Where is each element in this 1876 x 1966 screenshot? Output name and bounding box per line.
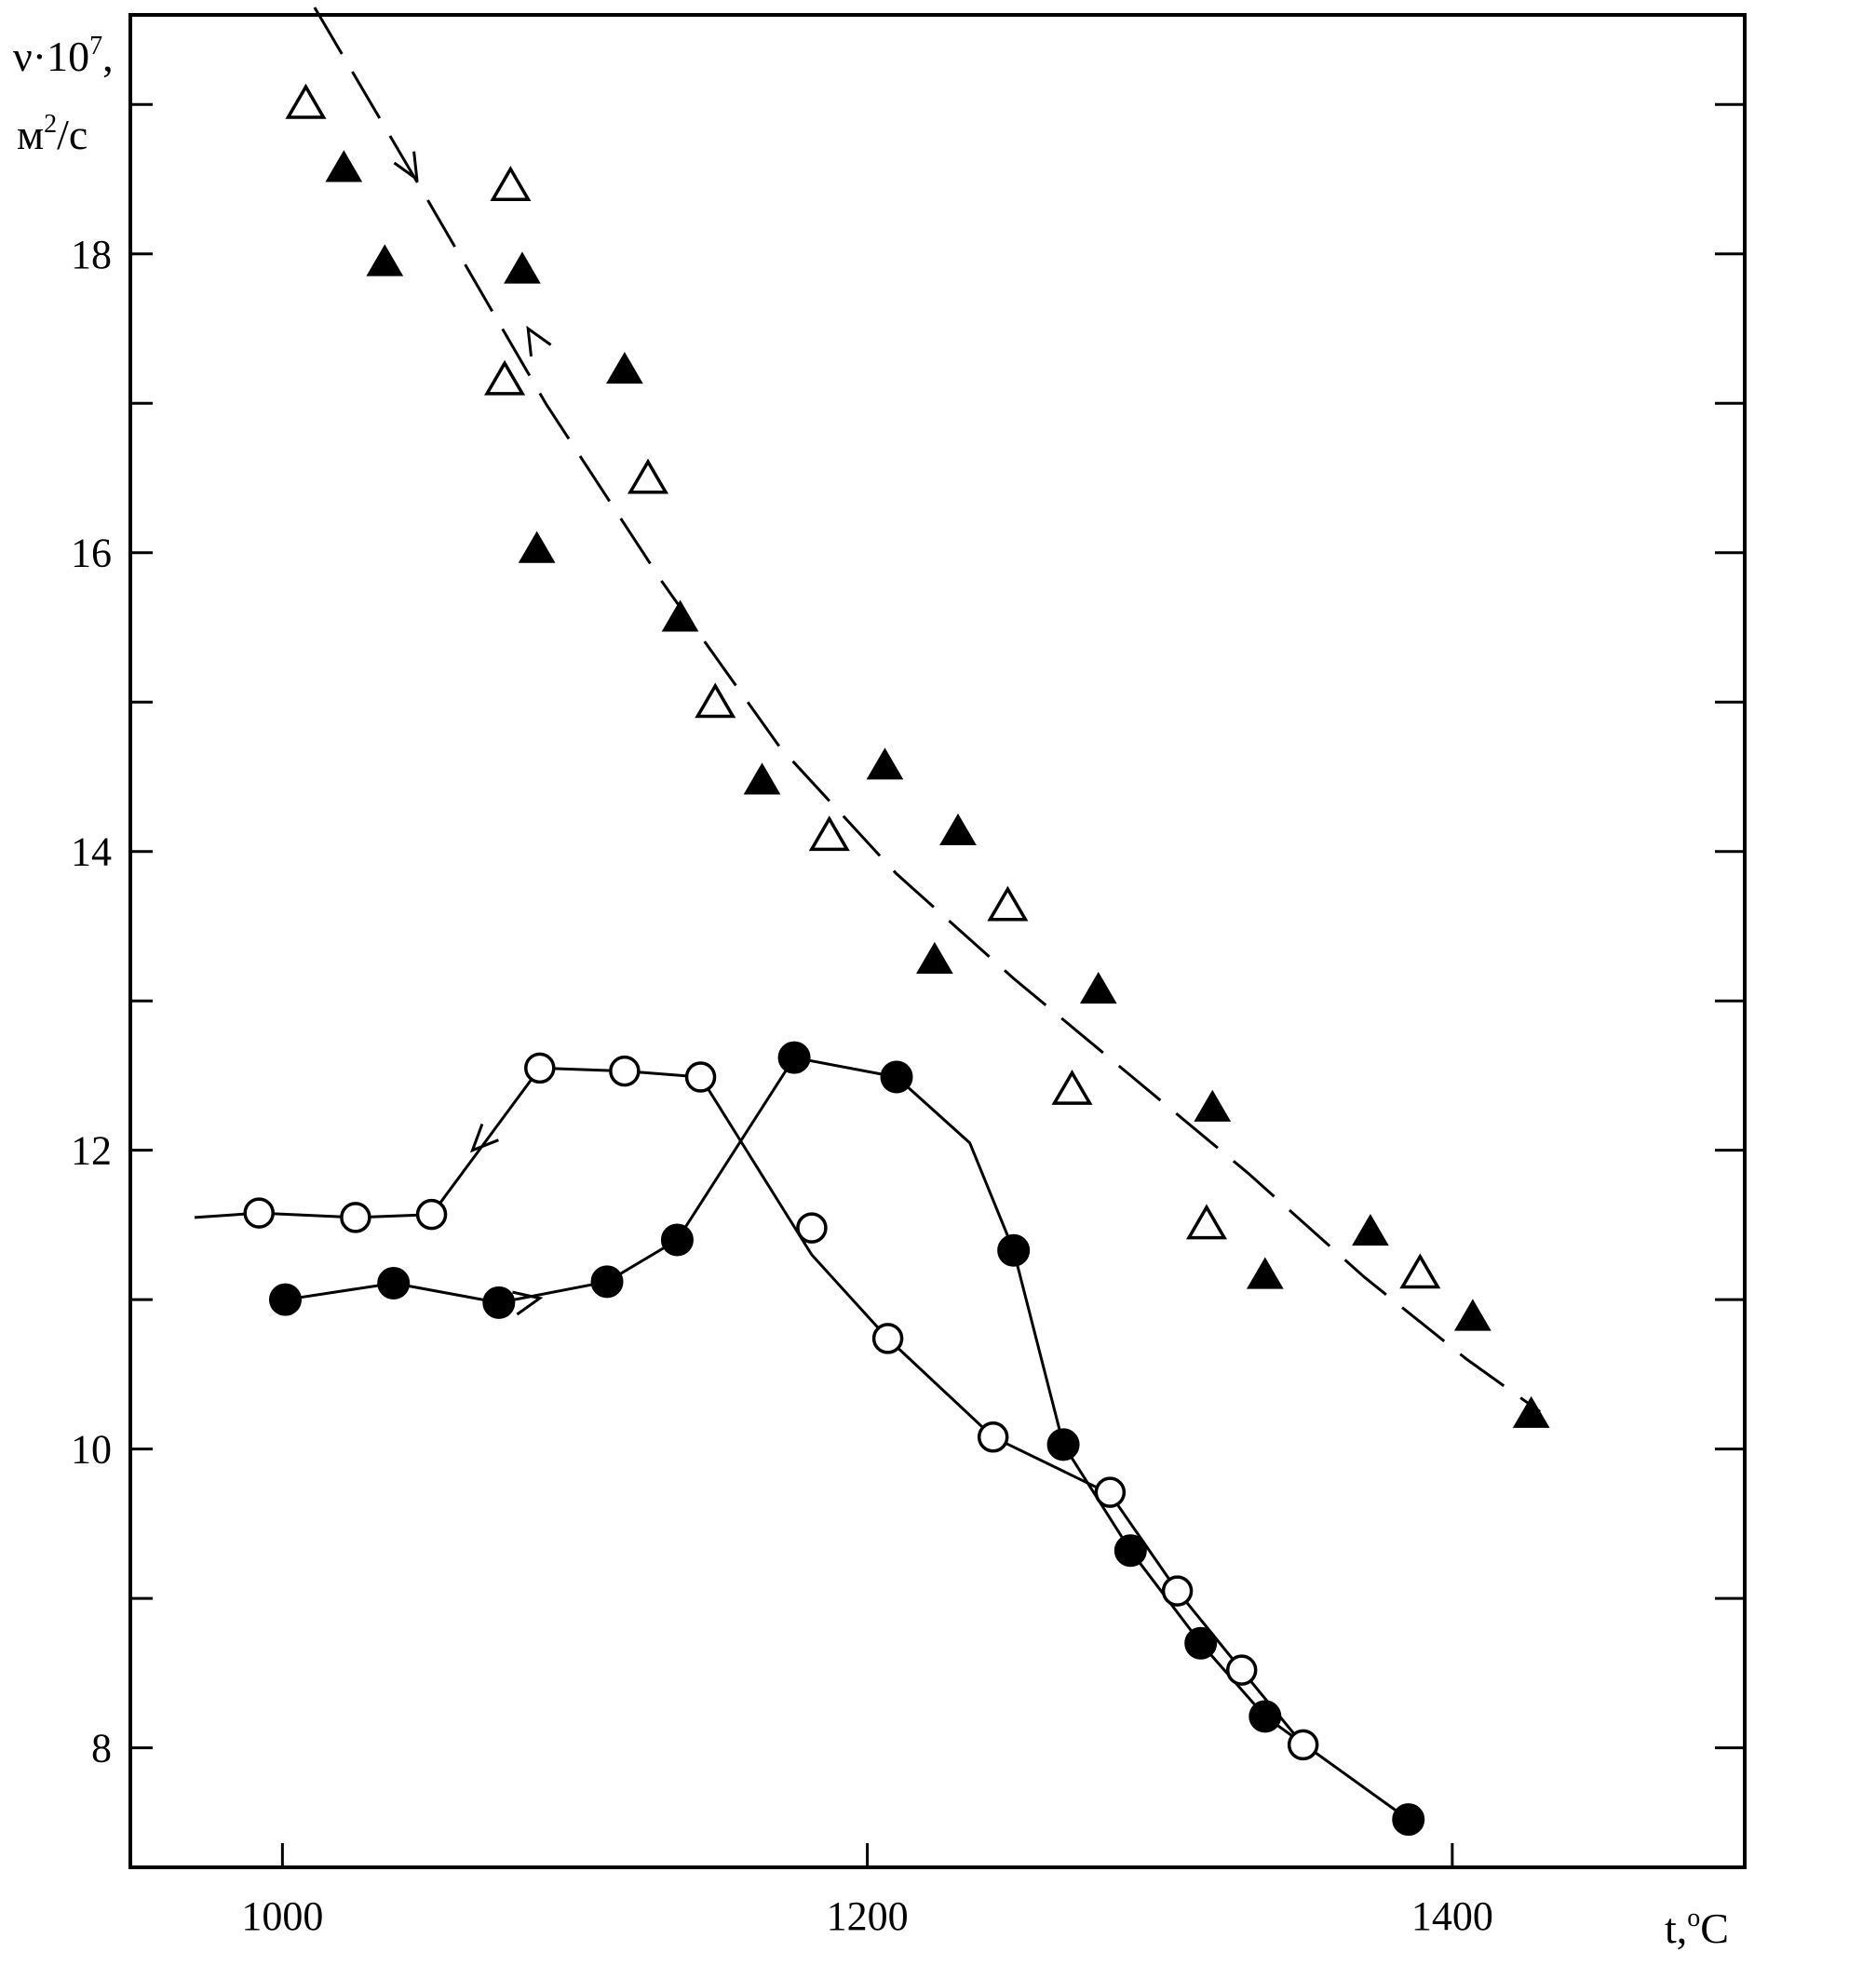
y-tick-label: 10 [71, 1427, 112, 1473]
open-circle-point [243, 1197, 275, 1229]
series-line [194, 1066, 1304, 1746]
y-tick-label: 8 [91, 1726, 112, 1771]
open-triangle-point [808, 815, 850, 852]
open-circle-point [1225, 1654, 1258, 1686]
open-triangle-point [490, 166, 532, 201]
filled-triangle-point [1079, 971, 1117, 1004]
filled-triangle-point [325, 150, 363, 182]
direction-arrow [512, 1290, 544, 1316]
filled-triangle-point [1512, 1395, 1550, 1428]
y-tick-label: 14 [71, 829, 112, 875]
open-circle-point [340, 1202, 371, 1233]
series-line [270, 1056, 1410, 1821]
open-circle-point [609, 1055, 641, 1087]
y-axis-title-line2: м2/c [17, 110, 88, 158]
filled-triangle-point [939, 813, 977, 846]
markers-group [243, 83, 1550, 1837]
x-tick-label: 1400 [1411, 1893, 1493, 1939]
filled-triangle-point [743, 762, 781, 795]
filled-circle-point [482, 1286, 516, 1319]
y-tick-label: 18 [71, 232, 112, 277]
open-triangle-point [285, 83, 327, 119]
filled-circle-point [268, 1283, 302, 1316]
filled-triangle-point [915, 941, 953, 975]
direction-arrows-group [393, 151, 552, 1316]
open-triangle-point [484, 359, 526, 396]
open-triangle-point [1051, 1070, 1093, 1105]
open-triangle-point [987, 885, 1029, 922]
filled-triangle-point [606, 351, 643, 384]
filled-circle-point [660, 1223, 694, 1257]
filled-triangle-point [1246, 1257, 1284, 1289]
filled-circle-point [1113, 1534, 1147, 1568]
filled-circle-point [880, 1060, 913, 1094]
filled-circle-point [1184, 1626, 1218, 1660]
open-circle-point [684, 1061, 717, 1093]
filled-circle-point [377, 1267, 411, 1300]
filled-triangle-point [661, 599, 699, 632]
plot-frame [128, 13, 1747, 1869]
open-circle-point [1287, 1729, 1319, 1761]
filled-circle-point [1392, 1803, 1425, 1837]
open-circle-point [977, 1421, 1009, 1453]
open-triangle-point [1399, 1253, 1441, 1289]
ticks-group: 1000 1200 1400 8 10 12 14 16 18 [71, 102, 1745, 1939]
open-circle-point [871, 1323, 904, 1354]
direction-arrow [393, 151, 419, 182]
open-circle-point [415, 1198, 448, 1231]
open-triangle-point [1185, 1204, 1228, 1240]
filled-circle-point [590, 1265, 624, 1299]
y-tick-label: 16 [71, 531, 112, 576]
filled-triangle-point [1453, 1299, 1491, 1331]
direction-arrow [526, 325, 552, 357]
dashed-trend-line [313, 7, 1541, 1413]
filled-triangle-point [1194, 1089, 1232, 1122]
open-circle-point [1094, 1476, 1127, 1508]
open-circle-point [1161, 1575, 1194, 1607]
filled-circle-point [777, 1041, 811, 1074]
filled-circle-point [997, 1233, 1031, 1267]
filled-triangle-point [518, 531, 556, 563]
y-tick-label: 12 [71, 1128, 112, 1174]
open-triangle-point [627, 458, 669, 494]
filled-triangle-point [1352, 1213, 1389, 1246]
x-tick-label: 1000 [241, 1893, 323, 1939]
filled-circle-point [1046, 1428, 1080, 1461]
x-axis-title: t,oC [1665, 1904, 1729, 1952]
series-lines-group [194, 7, 1541, 1821]
filled-triangle-point [366, 244, 404, 276]
direction-arrow [469, 1123, 499, 1153]
open-circle-point [796, 1212, 828, 1244]
y-axis-title-line1: ν·107, [13, 32, 114, 80]
filled-circle-point [1248, 1700, 1282, 1733]
filled-triangle-point [866, 747, 904, 780]
filled-triangle-point [504, 251, 541, 284]
open-triangle-point [695, 682, 736, 719]
open-circle-point [524, 1052, 556, 1084]
x-tick-label: 1200 [827, 1893, 909, 1939]
